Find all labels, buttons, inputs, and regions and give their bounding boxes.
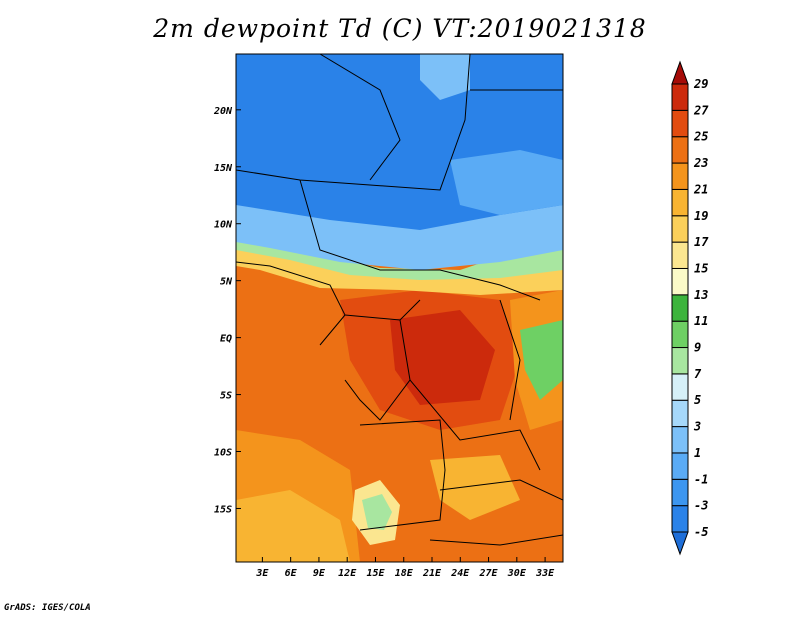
- colorbar-label: -5: [694, 525, 708, 539]
- field-south-ocean-light: [236, 490, 350, 562]
- colorbar-segment: [671, 136, 689, 164]
- colorbar-label: -1: [694, 472, 708, 486]
- colorbar-label: 23: [693, 156, 708, 170]
- colorbar-label: 15: [694, 261, 708, 275]
- x-axis: 3E 6E 9E 12E 15E 18E 21E 24E 27E 30E 33E: [255, 557, 555, 579]
- y-tick-label: 10N: [214, 220, 233, 231]
- y-tick-label: 20N: [213, 106, 233, 117]
- x-tick-label: 24E: [450, 568, 470, 579]
- colorbar-label: 19: [694, 209, 708, 223]
- colorbar-label: 7: [694, 367, 702, 381]
- colorbar-label: 27: [693, 103, 709, 117]
- colorbar-segment: [671, 426, 689, 454]
- colorbar-segment: [671, 109, 689, 138]
- colorbar-segment: [671, 399, 689, 428]
- colorbar-label: 3: [693, 420, 701, 434]
- colorbar-label: 29: [693, 77, 708, 91]
- colorbar-label: 1: [694, 446, 701, 460]
- chart-canvas: 3E 6E 9E 12E 15E 18E 21E 24E 27E 30E 33E 20N15N10N…: [213, 53, 709, 579]
- colorbar-label: -3: [694, 499, 708, 513]
- x-tick-label: 27E: [479, 568, 499, 579]
- colorbar-segment: [671, 452, 689, 480]
- x-tick-label: 12E: [338, 568, 357, 579]
- colorbar-label: 5: [694, 393, 701, 407]
- colorbar-segment: [671, 241, 689, 269]
- plot-frame: [235, 53, 564, 563]
- x-tick-label: 33E: [535, 568, 555, 579]
- x-tick-label: 18E: [395, 568, 414, 579]
- colorbar-segment: [671, 162, 689, 190]
- colorbar-segment: [671, 267, 689, 296]
- colorbar-segment: [671, 215, 689, 243]
- x-tick-label: 21E: [422, 568, 442, 579]
- colorbar-label: 25: [693, 130, 708, 144]
- field-transition-yellow: [236, 250, 563, 295]
- y-axis: 20N 15N 10N 5N EQ 5S 10S 15S: [213, 106, 241, 515]
- y-tick-label: 15N: [214, 163, 233, 174]
- field-south-interior: [430, 455, 520, 520]
- colorbar-segment: [671, 373, 689, 401]
- field-sahara-light: [420, 54, 470, 100]
- field-east-green: [520, 320, 563, 400]
- colorbar-segment: [671, 294, 689, 322]
- colorbar-segment: [671, 531, 689, 556]
- colorbar-segment: [671, 505, 689, 533]
- colorbar-label: 11: [694, 314, 708, 328]
- y-tick-label: 10S: [214, 448, 232, 459]
- country-borders: [236, 54, 563, 546]
- field-interior-green: [362, 494, 392, 530]
- field-sahara-east: [450, 150, 563, 215]
- y-tick-label: 15S: [214, 504, 232, 515]
- colorbar-segment: [671, 188, 689, 217]
- x-tick-label: 9E: [313, 568, 326, 579]
- colorbar-segment: [671, 60, 689, 85]
- colorbar-segment: [671, 320, 689, 349]
- y-tick-label: 5S: [220, 391, 232, 402]
- colorbar-segment: [671, 347, 689, 375]
- colorbar-segment: [671, 478, 689, 507]
- x-tick-label: 15E: [366, 568, 385, 579]
- chart-title: 2m dewpoint Td (C) VT:2019021318: [153, 14, 647, 43]
- field-congo-max: [390, 310, 495, 405]
- colorbar-label: 9: [694, 341, 701, 355]
- map-field: [236, 54, 563, 562]
- x-tick-label: 30E: [507, 568, 527, 579]
- colorbar-label: 17: [694, 235, 709, 249]
- x-tick-label: 3E: [255, 568, 269, 579]
- y-tick-label: 5N: [220, 277, 233, 288]
- y-tick-label: EQ: [220, 334, 232, 345]
- colorbar-label: 21: [693, 182, 708, 196]
- footer-credit: GrADS: IGES/COLA: [4, 603, 91, 613]
- x-tick-label: 6E: [285, 568, 298, 579]
- colorbar-segment: [671, 83, 689, 111]
- colorbar-label: 13: [694, 288, 708, 302]
